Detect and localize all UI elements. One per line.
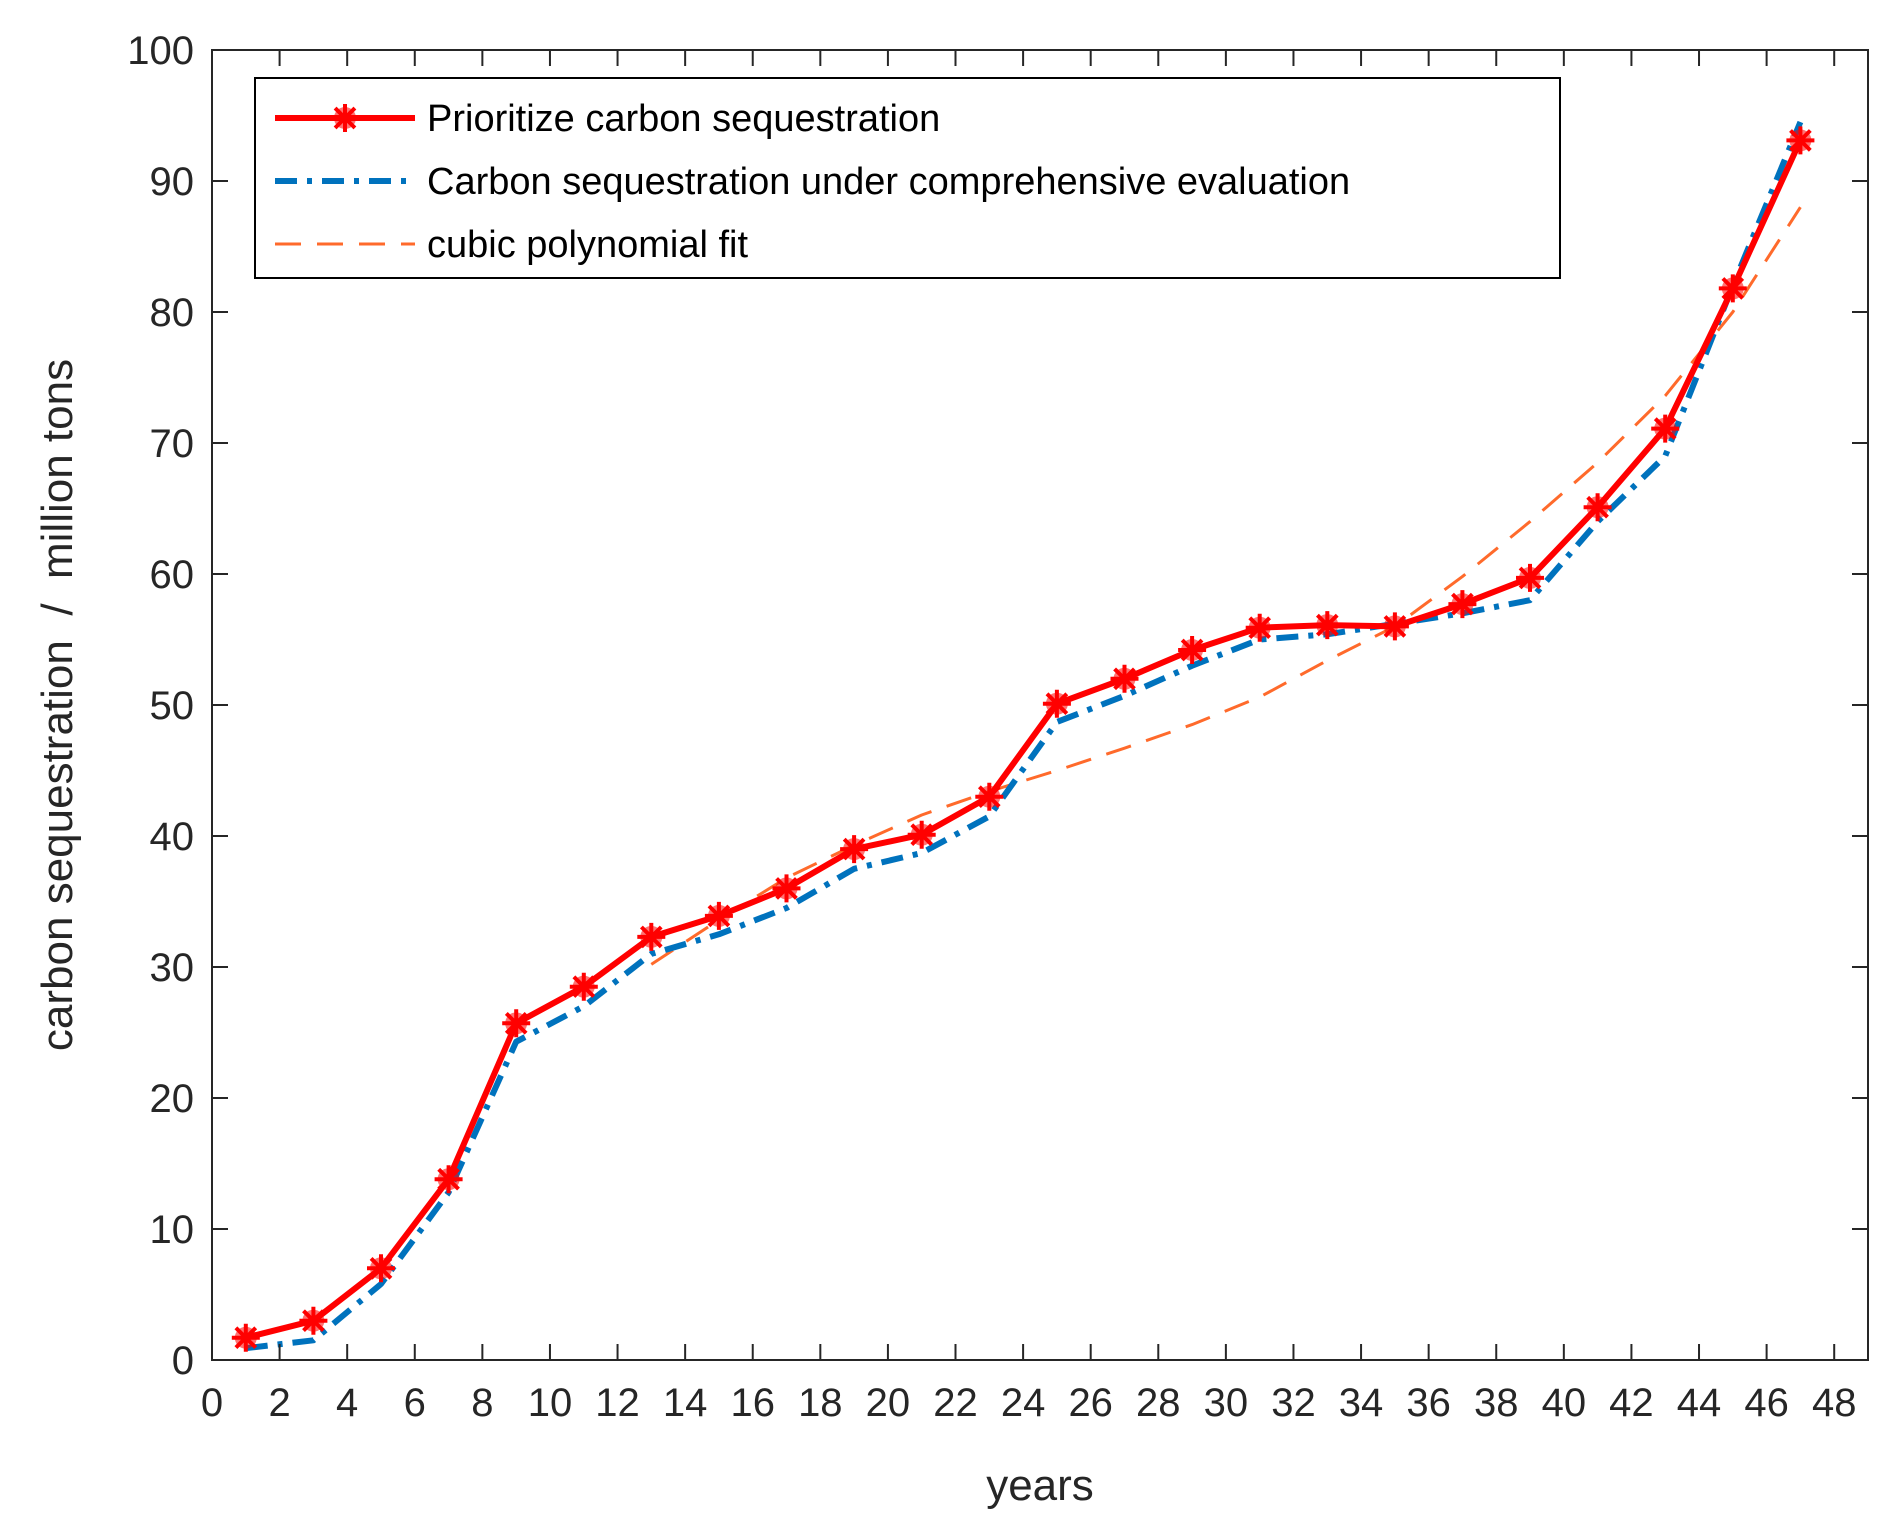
y-tick-label: 100 [127, 29, 194, 73]
data-point-star [840, 835, 869, 864]
y-tick-label: 40 [150, 815, 195, 859]
x-tick-label: 14 [663, 1381, 708, 1425]
data-point-star [907, 820, 936, 849]
series-prioritize [231, 126, 1815, 1352]
data-point-star [975, 782, 1004, 811]
legend-sample-prioritize [275, 104, 415, 132]
legend-label-prioritize: Prioritize carbon sequestration [427, 98, 940, 140]
legend-item-cubic-fit: cubic polynomial fit [275, 224, 748, 266]
legend-item-prioritize: Prioritize carbon sequestration [275, 98, 940, 140]
data-point-star [367, 1254, 395, 1283]
y-tick-label: 20 [150, 1077, 195, 1121]
y-tick-label: 70 [150, 422, 195, 466]
data-point-star [299, 1306, 328, 1335]
x-tick-label: 38 [1474, 1381, 1519, 1425]
legend-box [254, 77, 1561, 279]
x-tick-label: 4 [336, 1381, 358, 1425]
x-tick-label: 12 [595, 1381, 640, 1425]
legend-label-cubic-fit: cubic polynomial fit [427, 224, 748, 266]
data-point-star [1245, 613, 1274, 642]
x-tick-label: 10 [528, 1381, 573, 1425]
x-tick-label: 22 [933, 1381, 978, 1425]
y-tick-label: 0 [172, 1339, 194, 1383]
x-tick-label: 28 [1136, 1381, 1181, 1425]
y-tick-label: 50 [150, 684, 195, 728]
y-tick-label: 80 [150, 291, 195, 335]
y-tick-label: 90 [150, 160, 195, 204]
x-tick-label: 0 [201, 1381, 223, 1425]
series-line-prioritize [245, 139, 1804, 1341]
series-layer [231, 120, 1815, 1352]
x-tick-label: 34 [1339, 1381, 1384, 1425]
data-point-star [569, 972, 598, 1001]
data-point-star [1516, 563, 1544, 592]
data-point-star [1178, 636, 1207, 664]
x-tick-label: 6 [404, 1381, 426, 1425]
data-point-star [1448, 590, 1477, 619]
data-point-star [502, 1009, 531, 1038]
x-tick-label: 16 [730, 1381, 775, 1425]
legend: Prioritize carbon sequestration Carbon s… [254, 77, 1561, 279]
data-point-star [772, 874, 801, 903]
data-point-star [434, 1165, 463, 1194]
y-axis-label: carbon sequestration / million tons [33, 359, 82, 1051]
x-tick-label: 36 [1406, 1381, 1451, 1425]
x-tick-label: 32 [1271, 1381, 1316, 1425]
data-point-star [1651, 414, 1680, 443]
y-tick-label: 10 [150, 1208, 195, 1252]
data-point-star [1042, 689, 1071, 718]
x-tick-label: 44 [1677, 1381, 1722, 1425]
series-line-comprehensive [245, 120, 1804, 1352]
x-tick-label: 8 [471, 1381, 493, 1425]
data-point-star [1718, 274, 1747, 303]
legend-star [331, 104, 359, 132]
x-tick-label: 20 [866, 1381, 911, 1425]
x-tick-label: 46 [1744, 1381, 1789, 1425]
data-point-star [1110, 664, 1139, 693]
y-tick-label: 60 [150, 553, 195, 597]
x-tick-label: 48 [1812, 1381, 1857, 1425]
x-tick-label: 24 [1001, 1381, 1046, 1425]
data-point-star [1786, 126, 1815, 155]
x-tick-label: 40 [1542, 1381, 1587, 1425]
x-tick-label: 30 [1204, 1381, 1249, 1425]
series-comprehensive [245, 120, 1804, 1352]
data-point-star [1583, 493, 1612, 522]
data-point-star [231, 1323, 260, 1352]
data-point-star [704, 901, 733, 930]
x-axis-label: years [986, 1461, 1094, 1510]
axes-layer: 0 2 4 6 8 10 12 14 16 18 20 22 24 26 28 30 32 34 36 38 40 42 4… [127, 29, 1869, 1425]
data-point-star [637, 922, 666, 951]
x-tick-label: 26 [1068, 1381, 1113, 1425]
legend-label-comprehensive: Carbon sequestration under comprehensive… [427, 161, 1350, 203]
data-point-star [1380, 612, 1409, 641]
x-tick-label: 2 [268, 1381, 290, 1425]
x-tick-label: 42 [1609, 1381, 1654, 1425]
data-point-star [1313, 611, 1342, 640]
legend-item-comprehensive: Carbon sequestration under comprehensive… [275, 161, 1350, 203]
y-tick-label: 30 [150, 946, 195, 990]
x-tick-label: 18 [798, 1381, 843, 1425]
